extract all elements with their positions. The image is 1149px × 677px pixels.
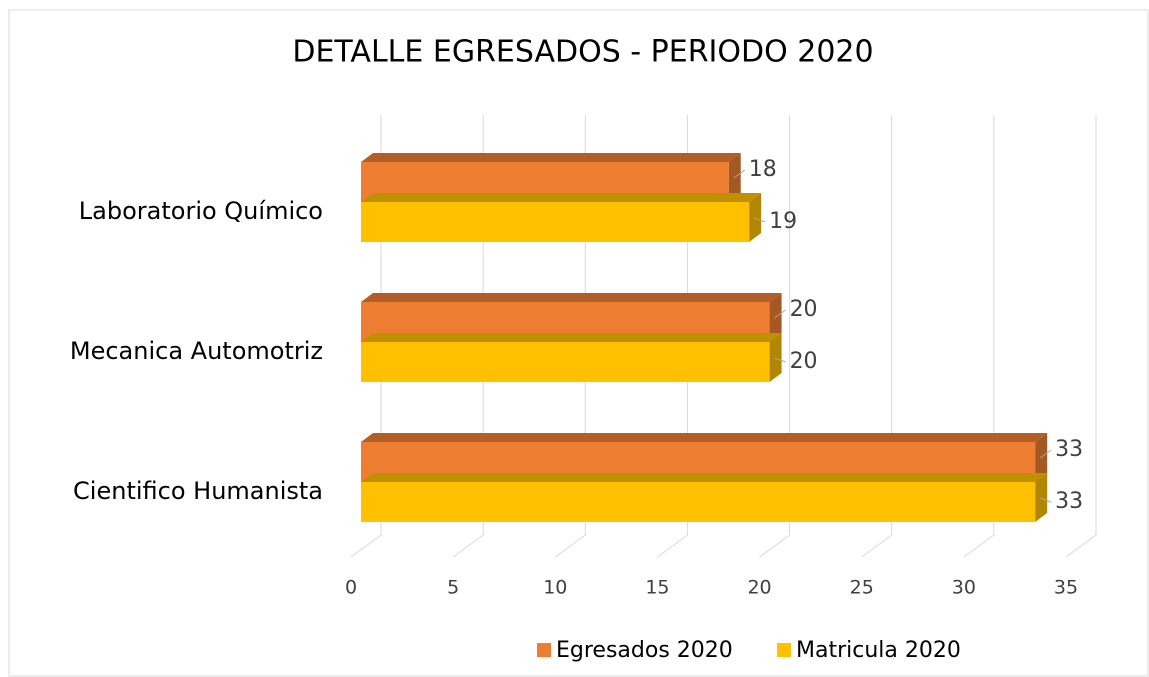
floor-line <box>350 534 382 558</box>
x-tick-label: 15 <box>645 577 669 599</box>
bar-top <box>361 153 741 162</box>
x-tick-label: 25 <box>850 577 874 599</box>
label-leader <box>1039 449 1052 459</box>
bar <box>361 202 750 242</box>
y-tick-label: Laboratorio Químico <box>79 197 323 225</box>
x-tick-label: 10 <box>543 577 567 599</box>
label-leader <box>774 357 786 363</box>
bar <box>361 482 1036 522</box>
bar-top <box>361 293 782 302</box>
floor-line <box>963 534 995 558</box>
floor-line <box>861 534 893 558</box>
bar-side <box>749 193 762 242</box>
legend-swatch <box>537 643 551 657</box>
legend-swatch <box>777 643 791 657</box>
floor-line <box>452 534 484 558</box>
chart-title: DETALLE EGRESADOS - PERIODO 2020 <box>292 35 873 70</box>
data-label: 20 <box>790 297 818 322</box>
label-leader <box>774 309 786 319</box>
bar-side <box>769 333 782 382</box>
bar-top <box>361 333 782 342</box>
data-label: 19 <box>769 209 797 234</box>
bar-top <box>361 473 1048 482</box>
y-tick-label: Cientifico Humanista <box>73 477 323 505</box>
data-label: 33 <box>1055 489 1083 514</box>
bar-top <box>361 193 762 202</box>
legend-label: Matricula 2020 <box>796 638 961 663</box>
bar-top <box>361 433 1048 442</box>
floor-line <box>1065 534 1097 558</box>
data-label: 33 <box>1055 437 1083 462</box>
y-tick-label: Mecanica Automotriz <box>70 337 323 365</box>
x-tick-label: 5 <box>447 577 459 599</box>
legend-label: Egresados 2020 <box>556 638 733 663</box>
label-leader <box>753 217 766 223</box>
floor-line <box>657 534 688 558</box>
label-leader <box>733 169 746 179</box>
x-tick-label: 35 <box>1054 577 1078 599</box>
x-tick-label: 0 <box>345 577 357 599</box>
bar <box>361 342 770 382</box>
floor-line <box>759 534 790 558</box>
label-leader <box>1039 497 1052 503</box>
x-tick-label: 20 <box>747 577 771 599</box>
x-tick-label: 30 <box>952 577 976 599</box>
floor-line <box>554 534 586 558</box>
data-label: 20 <box>790 349 818 374</box>
bar-side <box>1035 473 1048 522</box>
data-label: 18 <box>749 157 777 182</box>
